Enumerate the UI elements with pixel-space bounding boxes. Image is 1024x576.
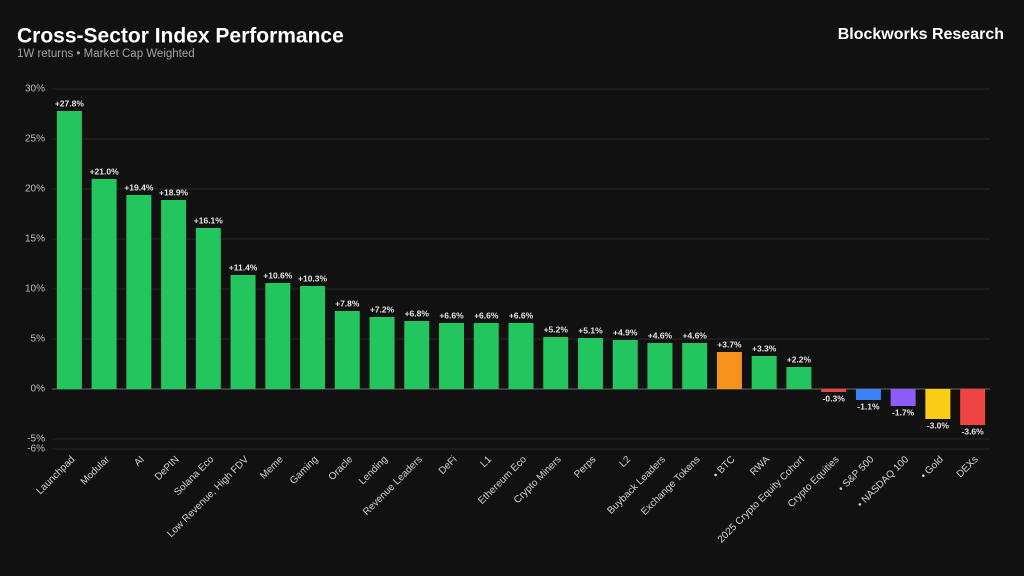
value-label: +5.2% [544,324,569,334]
bar [890,389,916,406]
bar [195,228,221,389]
y-tick-label: 20% [25,184,45,195]
value-label: +4.9% [613,327,638,337]
bar [369,317,395,389]
value-label: -3.6% [962,426,985,436]
value-label: +4.6% [683,330,708,340]
bar [647,343,673,389]
y-tick-label: -5% [27,434,45,445]
x-tick-label: Lending [357,454,390,487]
brand: Blockworks Research [838,26,1004,43]
bar [786,367,812,389]
bar [439,323,465,389]
bar [473,323,499,389]
chart-title: Cross-Sector Index Performance [17,25,344,48]
x-tick-label: AI [132,454,146,468]
bar [161,200,187,389]
value-label: +2.2% [787,354,812,364]
x-tick-label: Buyback Leaders [606,454,668,516]
bar [925,389,951,419]
chart-subtitle: 1W returns • Market Cap Weighted [17,48,195,60]
value-label: +6.8% [405,308,430,318]
bar [960,389,986,425]
x-tick-label: • Gold [919,454,946,481]
value-label: +11.4% [229,262,258,272]
y-tick-label: 0% [31,384,46,395]
value-label: +3.7% [717,339,742,349]
x-tick-label: Meme [258,454,286,482]
bar [682,343,708,389]
value-label: +5.1% [578,325,603,335]
bar [56,111,82,389]
bar [230,275,256,389]
x-tick-label: RWA [748,454,772,478]
y-tick-label: 5% [31,334,46,345]
value-label: +10.3% [298,273,328,283]
value-label: +19.4% [124,182,154,192]
value-label: +10.6% [263,270,293,280]
y-tick-label: 30% [25,84,45,95]
bar [300,286,326,389]
x-tick-label: DePIN [153,454,182,483]
value-label: -1.1% [857,401,880,411]
x-tick-label: L2 [618,454,634,470]
x-tick-label: Exchange Tokens [639,454,702,517]
y-tick-label: -6% [27,444,45,455]
value-label: -0.3% [823,393,846,403]
value-label: +7.2% [370,304,395,314]
value-label: +6.6% [509,310,534,320]
value-label: +18.9% [159,187,189,197]
y-tick-label: 10% [25,284,45,295]
y-tick-label: 15% [25,234,45,245]
bar [821,389,847,392]
x-tick-label: L1 [479,454,495,470]
bar [855,389,881,400]
bar [612,340,638,389]
value-label: +16.1% [194,215,224,225]
bar [577,338,603,389]
value-label: -1.7% [892,407,915,417]
x-tick-label: DEXs [955,454,981,480]
value-label: +7.8% [335,298,360,308]
x-tick-label: Gaming [288,454,321,487]
bar [265,283,291,389]
value-label: -3.0% [927,420,950,430]
y-tick-label: 25% [25,134,45,145]
value-label: +3.3% [752,343,777,353]
bar [126,195,152,389]
bar [404,321,430,389]
value-label: +27.8% [55,98,85,108]
x-tick-label: • BTC [711,454,737,480]
x-tick-label: Modular [79,454,113,488]
x-tick-label: Oracle [327,454,356,483]
value-label: +21.0% [90,166,120,176]
x-tick-label: Launchpad [35,454,78,497]
x-tick-label: Revenue Leaders [361,454,425,518]
value-label: +6.6% [474,310,499,320]
value-label: +6.6% [439,310,464,320]
bar [508,323,534,389]
x-tick-label: Perps [572,454,598,480]
x-tick-label: DeFi [437,454,460,477]
bar [751,356,777,389]
bar [716,352,742,389]
value-label: +4.6% [648,330,673,340]
bar [543,337,569,389]
bar [91,179,117,389]
bar [334,311,360,389]
